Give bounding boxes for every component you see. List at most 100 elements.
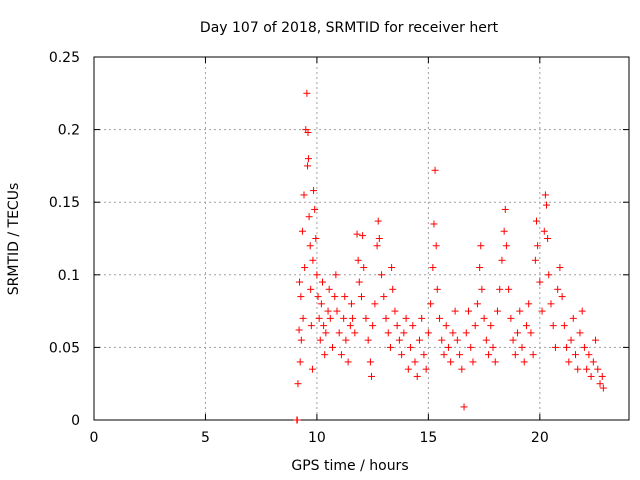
data-point xyxy=(373,242,381,250)
y-tick-label: 0.15 xyxy=(49,195,80,211)
data-point xyxy=(511,351,519,359)
data-point xyxy=(429,264,437,272)
data-point xyxy=(467,343,475,351)
data-point xyxy=(509,336,517,344)
data-point xyxy=(384,329,392,337)
data-point xyxy=(313,271,321,279)
data-point xyxy=(362,314,370,322)
data-point xyxy=(469,358,477,366)
data-point xyxy=(476,264,484,272)
data-point xyxy=(407,343,415,351)
data-point xyxy=(307,322,315,330)
data-point xyxy=(462,329,470,337)
data-point xyxy=(578,307,586,315)
data-point xyxy=(311,205,319,213)
y-axis-title: SRMTID / TECUs xyxy=(6,183,22,296)
data-point xyxy=(388,264,396,272)
data-point xyxy=(442,322,450,330)
data-point xyxy=(473,300,481,308)
data-point xyxy=(514,329,522,337)
data-point xyxy=(411,358,419,366)
data-point xyxy=(471,322,479,330)
data-point xyxy=(541,191,549,199)
data-point xyxy=(293,416,301,424)
axis-ticks xyxy=(93,56,629,421)
y-tick-label: 0.05 xyxy=(49,340,80,356)
data-point xyxy=(332,271,340,279)
data-point xyxy=(378,271,386,279)
data-point xyxy=(458,365,466,373)
data-point xyxy=(304,162,312,170)
data-point xyxy=(337,351,345,359)
data-point xyxy=(402,314,410,322)
data-point xyxy=(324,307,332,315)
data-point xyxy=(295,326,303,334)
data-point xyxy=(565,358,573,366)
data-point xyxy=(585,351,593,359)
data-point xyxy=(310,187,318,195)
data-point xyxy=(529,351,537,359)
data-point xyxy=(386,343,394,351)
data-point xyxy=(551,343,559,351)
data-point xyxy=(567,336,575,344)
data-point xyxy=(374,217,382,225)
data-point xyxy=(409,322,417,330)
data-point xyxy=(304,155,312,163)
data-point xyxy=(544,235,552,242)
data-point xyxy=(587,372,595,380)
x-tick-label: 0 xyxy=(90,430,99,446)
data-point xyxy=(456,351,464,359)
data-point xyxy=(576,329,584,337)
data-point xyxy=(520,358,528,366)
data-point xyxy=(498,256,506,264)
data-point xyxy=(321,351,329,359)
data-point xyxy=(413,372,421,380)
data-point xyxy=(398,351,406,359)
data-point xyxy=(307,285,315,293)
x-tick-label: 5 xyxy=(201,430,210,446)
x-axis-title: GPS time / hours xyxy=(291,458,408,474)
data-point xyxy=(531,256,539,264)
data-point xyxy=(554,285,562,293)
data-point xyxy=(303,89,311,97)
data-point xyxy=(322,329,330,337)
data-point xyxy=(351,329,359,337)
data-point xyxy=(395,336,403,344)
data-point xyxy=(500,227,508,235)
data-point xyxy=(589,358,597,366)
data-point xyxy=(430,220,438,228)
data-point xyxy=(298,227,306,235)
data-point xyxy=(296,358,304,366)
data-point xyxy=(368,372,376,380)
data-point xyxy=(489,343,497,351)
data-point xyxy=(347,300,355,308)
data-point xyxy=(440,351,448,359)
data-point xyxy=(574,365,582,373)
data-point xyxy=(317,300,325,308)
data-point xyxy=(485,351,493,359)
data-point xyxy=(583,365,591,373)
data-point xyxy=(380,293,388,301)
data-point xyxy=(314,293,322,301)
data-point xyxy=(527,329,535,337)
y-tick-labels: 0 0.05 0.1 0.15 0.2 0.25 xyxy=(49,50,80,429)
data-point xyxy=(354,256,362,264)
data-point xyxy=(415,336,423,344)
data-point xyxy=(344,358,352,366)
data-point xyxy=(534,242,542,250)
data-point xyxy=(532,217,540,225)
data-point xyxy=(432,242,440,250)
data-point xyxy=(420,351,428,359)
data-point xyxy=(569,314,577,322)
data-point xyxy=(431,166,439,174)
chart-title: Day 107 of 2018, SRMTID for receiver her… xyxy=(200,20,499,36)
data-point xyxy=(599,384,607,392)
data-point xyxy=(297,336,305,344)
data-point xyxy=(342,336,350,344)
data-point xyxy=(592,336,600,344)
data-point xyxy=(306,242,314,250)
data-point xyxy=(493,307,501,315)
data-point xyxy=(545,271,553,279)
data-point xyxy=(341,293,349,301)
data-point xyxy=(349,314,357,322)
